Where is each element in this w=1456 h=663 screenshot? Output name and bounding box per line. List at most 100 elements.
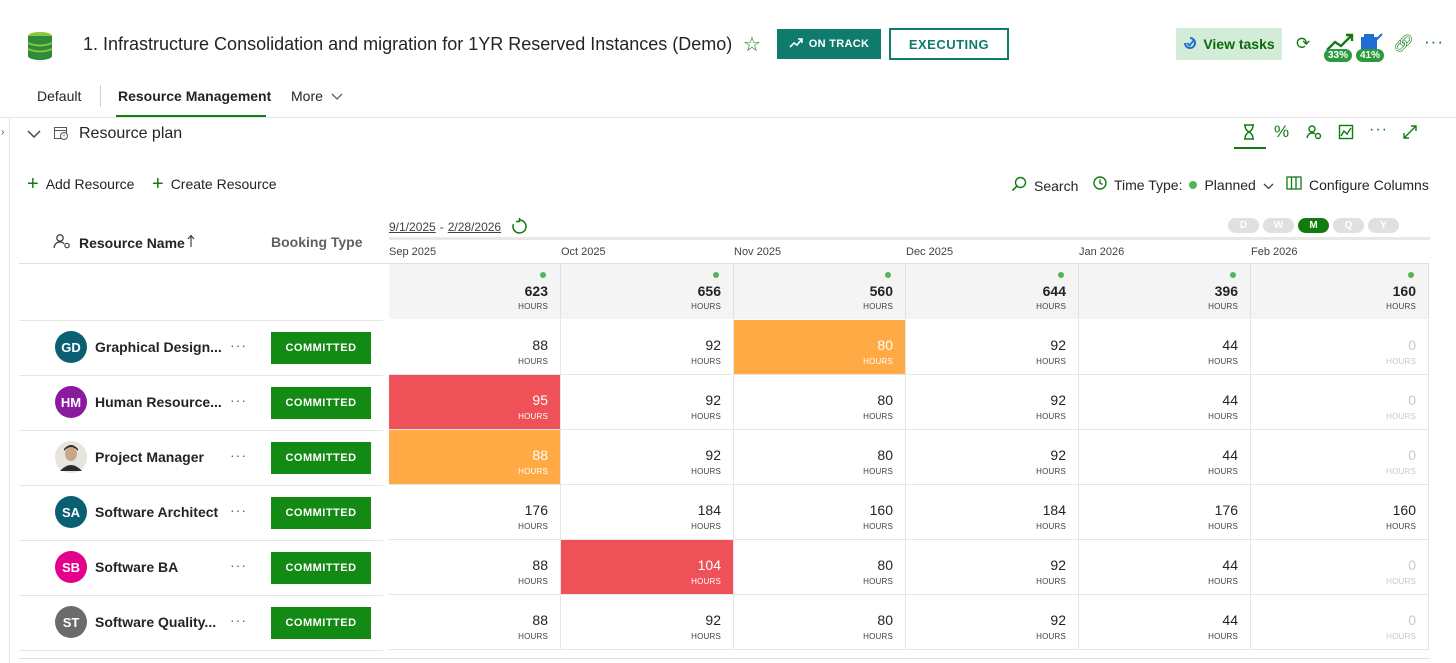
avatar[interactable]: ST — [55, 606, 87, 638]
refresh-icon[interactable]: ⟳ — [1296, 34, 1311, 53]
tab-more[interactable]: More — [291, 88, 343, 104]
avatar[interactable]: SA — [55, 496, 87, 528]
scale-m-button[interactable]: M — [1298, 218, 1329, 233]
hours-cell[interactable]: 44 HOURS — [1079, 595, 1251, 650]
hours-cell[interactable]: 44 HOURS — [1079, 375, 1251, 430]
scale-d-button[interactable]: D — [1228, 218, 1259, 233]
on-track-status-button[interactable]: ON TRACK — [777, 29, 881, 59]
resource-name[interactable]: Project Manager — [95, 449, 204, 465]
resource-name[interactable]: Software Quality... — [95, 614, 217, 630]
hours-cell[interactable]: 0 HOURS — [1251, 540, 1429, 595]
scale-y-button[interactable]: Y — [1368, 218, 1399, 233]
hours-cell[interactable]: 92 HOURS — [906, 540, 1079, 595]
booking-type-badge[interactable]: COMMITTED — [271, 607, 371, 639]
booking-type-badge[interactable]: COMMITTED — [271, 497, 371, 529]
tab-resource-management[interactable]: Resource Management — [118, 88, 272, 104]
row-more-icon[interactable]: ··· — [230, 557, 247, 573]
time-type-selector[interactable]: Time Type: Planned — [1093, 176, 1274, 193]
avatar[interactable]: HM — [55, 386, 87, 418]
hours-cell[interactable]: 92 HOURS — [561, 430, 734, 485]
more-options-icon[interactable]: ··· — [1424, 32, 1444, 51]
hours-cell[interactable]: 80 HOURS — [734, 375, 906, 430]
expand-rail-icon[interactable]: › — [1, 127, 5, 138]
hours-value: 92 — [1050, 337, 1066, 353]
expand-icon[interactable] — [1402, 124, 1418, 145]
configure-columns-button[interactable]: Configure Columns — [1286, 176, 1429, 193]
row-more-icon[interactable]: ··· — [230, 392, 247, 408]
date-range-start[interactable]: 9/1/2025 — [389, 219, 436, 234]
hours-cell[interactable]: 176 HOURS — [1079, 485, 1251, 540]
resource-settings-icon[interactable] — [1306, 124, 1322, 145]
row-more-icon[interactable]: ··· — [230, 337, 247, 353]
hours-cell[interactable]: 88 HOURS — [389, 595, 561, 650]
avatar-photo[interactable] — [55, 441, 87, 473]
hours-cell[interactable]: 184 HOURS — [906, 485, 1079, 540]
executing-status-button[interactable]: EXECUTING — [889, 28, 1009, 60]
row-more-icon[interactable]: ··· — [230, 502, 247, 518]
row-more-icon[interactable]: ··· — [230, 612, 247, 628]
link-icon[interactable]: 🔗︎ — [1393, 34, 1415, 53]
schedule-chart-icon[interactable] — [1358, 32, 1384, 57]
hours-cell[interactable]: 92 HOURS — [561, 375, 734, 430]
view-tasks-button[interactable]: View tasks — [1176, 28, 1282, 60]
hours-cell[interactable]: 160 HOURS — [734, 485, 906, 540]
hours-cell[interactable]: 44 HOURS — [1079, 430, 1251, 485]
reset-range-icon[interactable] — [511, 218, 528, 235]
hours-cell[interactable]: 176 HOURS — [389, 485, 561, 540]
chart-view-icon[interactable] — [1338, 124, 1354, 145]
row-more-icon[interactable]: ··· — [230, 447, 247, 463]
hours-cell[interactable]: 80 HOURS — [734, 320, 906, 375]
hours-value: 184 — [697, 502, 721, 518]
favorite-star-icon[interactable]: ☆ — [743, 34, 761, 56]
hours-cell[interactable]: 92 HOURS — [906, 595, 1079, 650]
avatar[interactable]: GD — [55, 331, 87, 363]
avatar[interactable]: SB — [55, 551, 87, 583]
progress-chart-icon[interactable] — [1326, 32, 1354, 57]
hours-cell[interactable]: 44 HOURS — [1079, 540, 1251, 595]
hourglass-icon[interactable] — [1242, 124, 1256, 145]
hours-cell[interactable]: 92 HOURS — [561, 595, 734, 650]
booking-type-badge[interactable]: COMMITTED — [271, 387, 371, 419]
resource-name[interactable]: Software BA — [95, 559, 179, 575]
tab-default[interactable]: Default — [37, 88, 82, 104]
hours-cell[interactable]: 160 HOURS — [1251, 485, 1429, 540]
resource-name[interactable]: Graphical Design... — [95, 339, 222, 355]
booking-type-badge[interactable]: COMMITTED — [271, 552, 371, 584]
date-range[interactable]: 9/1/2025 - 2/28/2026 — [389, 218, 528, 235]
hours-cell[interactable]: 92 HOURS — [561, 320, 734, 375]
hours-cell[interactable]: 88 HOURS — [389, 430, 561, 485]
add-resource-button[interactable]: + Add Resource — [27, 174, 134, 194]
hours-cell[interactable]: 0 HOURS — [1251, 375, 1429, 430]
booking-type-badge[interactable]: COMMITTED — [271, 442, 371, 474]
hours-cell[interactable]: 0 HOURS — [1251, 320, 1429, 375]
search-button[interactable]: Search — [1011, 176, 1078, 195]
hours-cell[interactable]: 44 HOURS — [1079, 320, 1251, 375]
hours-cell[interactable]: 80 HOURS — [734, 430, 906, 485]
create-resource-button[interactable]: + Create Resource — [152, 174, 277, 194]
hours-cell[interactable]: 88 HOURS — [389, 540, 561, 595]
resource-name[interactable]: Software Architect — [95, 504, 219, 520]
booking-type-header[interactable]: Booking Type — [271, 234, 363, 250]
collapse-section-icon[interactable] — [27, 126, 41, 142]
hours-cell[interactable]: 88 HOURS — [389, 320, 561, 375]
hours-cell[interactable]: 184 HOURS — [561, 485, 734, 540]
hours-cell[interactable]: 92 HOURS — [906, 430, 1079, 485]
hours-cell[interactable]: 80 HOURS — [734, 540, 906, 595]
percent-icon[interactable]: % — [1274, 122, 1290, 141]
hours-cell[interactable]: 92 HOURS — [906, 375, 1079, 430]
hours-cell[interactable]: 80 HOURS — [734, 595, 906, 650]
scale-q-button[interactable]: Q — [1333, 218, 1364, 233]
date-range-end[interactable]: 2/28/2026 — [447, 219, 502, 234]
hours-cell[interactable]: 104 HOURS — [561, 540, 734, 595]
hours-cell[interactable]: 0 HOURS — [1251, 430, 1429, 485]
hours-cell[interactable]: 92 HOURS — [906, 320, 1079, 375]
resource-name-header[interactable]: Resource Name — [53, 233, 195, 252]
unit-label: HOURS — [1386, 467, 1416, 476]
booking-type-badge[interactable]: COMMITTED — [271, 332, 371, 364]
hours-cell[interactable]: 95 HOURS — [389, 375, 561, 430]
section-more-icon[interactable]: ··· — [1369, 121, 1388, 138]
resource-name[interactable]: Human Resource... — [95, 394, 222, 410]
hours-cell[interactable]: 0 HOURS — [1251, 595, 1429, 650]
month-total-value: 396 — [1214, 283, 1238, 299]
scale-w-button[interactable]: W — [1263, 218, 1294, 233]
